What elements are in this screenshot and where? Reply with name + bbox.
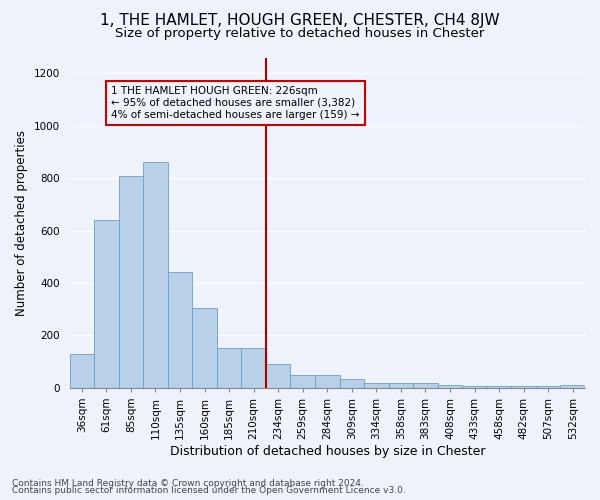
Text: 1 THE HAMLET HOUGH GREEN: 226sqm
← 95% of detached houses are smaller (3,382)
4%: 1 THE HAMLET HOUGH GREEN: 226sqm ← 95% o…: [111, 86, 360, 120]
Bar: [340, 378, 364, 388]
Bar: [413, 384, 438, 388]
Bar: [192, 308, 217, 388]
X-axis label: Distribution of detached houses by size in Chester: Distribution of detached houses by size …: [170, 444, 485, 458]
Bar: [70, 354, 94, 388]
Y-axis label: Number of detached properties: Number of detached properties: [15, 130, 28, 316]
Bar: [168, 272, 192, 388]
Bar: [487, 386, 511, 388]
Text: Contains HM Land Registry data © Crown copyright and database right 2024.: Contains HM Land Registry data © Crown c…: [12, 478, 364, 488]
Bar: [217, 348, 241, 388]
Bar: [389, 384, 413, 388]
Bar: [560, 385, 585, 388]
Text: Size of property relative to detached houses in Chester: Size of property relative to detached ho…: [115, 28, 485, 40]
Bar: [438, 385, 462, 388]
Bar: [94, 220, 119, 388]
Bar: [143, 162, 168, 388]
Text: 1, THE HAMLET, HOUGH GREEN, CHESTER, CH4 8JW: 1, THE HAMLET, HOUGH GREEN, CHESTER, CH4…: [100, 12, 500, 28]
Bar: [364, 384, 389, 388]
Bar: [290, 374, 315, 388]
Text: Contains public sector information licensed under the Open Government Licence v3: Contains public sector information licen…: [12, 486, 406, 495]
Bar: [511, 386, 536, 388]
Bar: [536, 386, 560, 388]
Bar: [462, 386, 487, 388]
Bar: [241, 348, 266, 388]
Bar: [266, 364, 290, 388]
Bar: [315, 375, 340, 388]
Bar: [119, 176, 143, 388]
